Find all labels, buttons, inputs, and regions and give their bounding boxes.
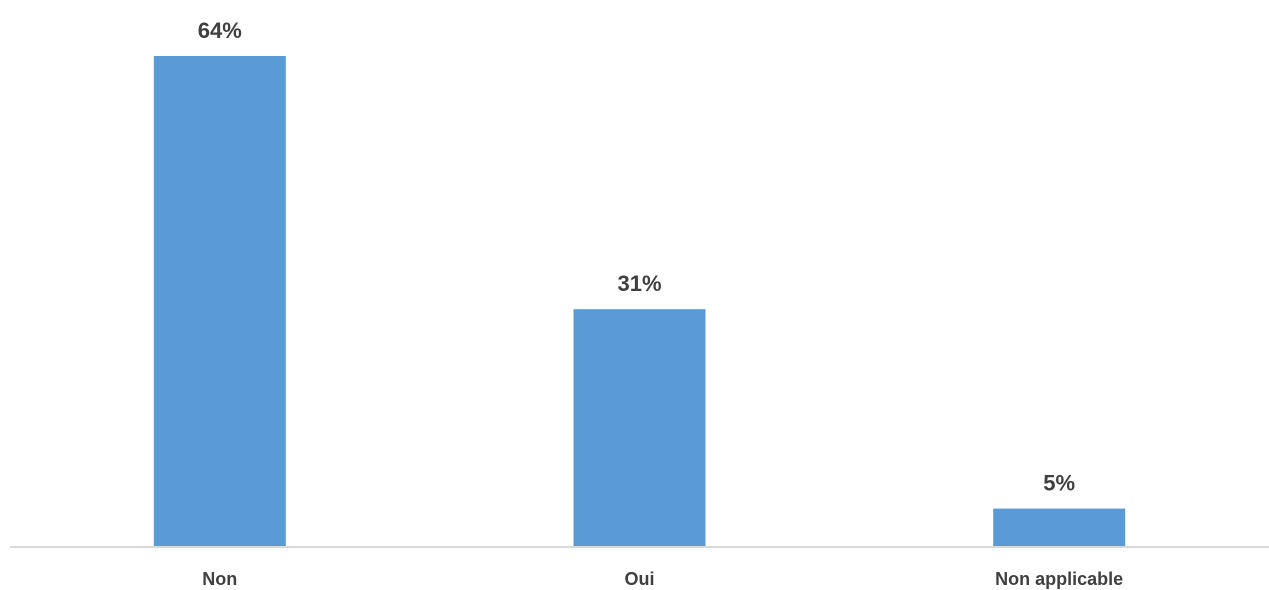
category-label-non: Non [202,569,237,589]
category-labels-layer: Non Oui Non applicable [202,569,1123,589]
data-label-non-applicable: 5% [1043,471,1075,496]
data-label-non: 64% [198,18,242,43]
bar-non-applicable [993,508,1126,547]
bars-layer [153,56,1126,547]
bar-oui [573,309,706,547]
data-labels-layer: 64% 31% 5% [198,18,1075,496]
category-label-oui: Oui [625,569,655,589]
bar-non [153,56,286,547]
data-label-oui: 31% [617,271,661,296]
category-label-non-applicable: Non applicable [995,569,1123,589]
